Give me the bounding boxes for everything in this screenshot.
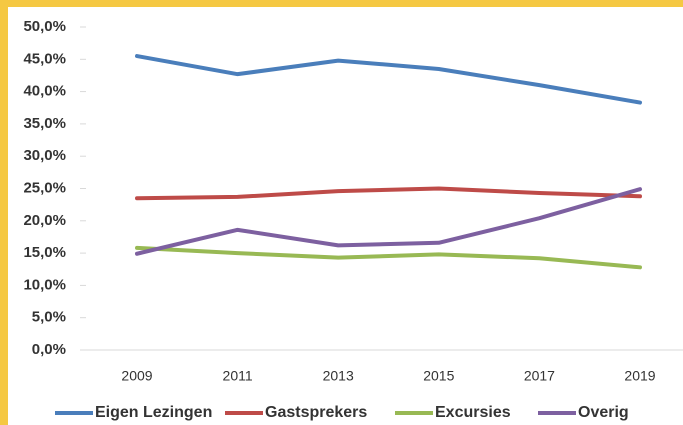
legend-label: Eigen Lezingen [95,404,212,421]
y-tick-label: 0,0% [32,341,66,358]
x-tick-label: 2017 [524,368,555,384]
y-tick-label: 40,0% [23,83,66,100]
y-tick-label: 10,0% [23,276,66,293]
plot-background [8,7,683,425]
y-tick-label: 35,0% [23,115,66,132]
series-line [135,187,642,256]
y-tick-label: 25,0% [23,179,66,196]
series-line [135,54,642,105]
series-line [135,245,642,270]
x-tick-label: 2009 [121,368,152,384]
x-tick-label: 2013 [323,368,354,384]
legend-label: Overig [578,404,629,421]
legend-label: Excursies [435,404,511,421]
series-line [135,186,642,201]
y-tick-label: 30,0% [23,147,66,164]
x-tick-label: 2011 [223,368,253,384]
y-tick-label: 5,0% [32,309,66,326]
y-tick-label: 45,0% [23,50,66,67]
y-tick-label: 50,0% [23,18,66,35]
x-tick-label: 2019 [624,368,655,384]
legend-label: Gastsprekers [265,404,367,421]
x-tick-label: 2015 [423,368,454,384]
y-tick-label: 15,0% [23,244,66,261]
y-tick-label: 20,0% [23,212,66,229]
